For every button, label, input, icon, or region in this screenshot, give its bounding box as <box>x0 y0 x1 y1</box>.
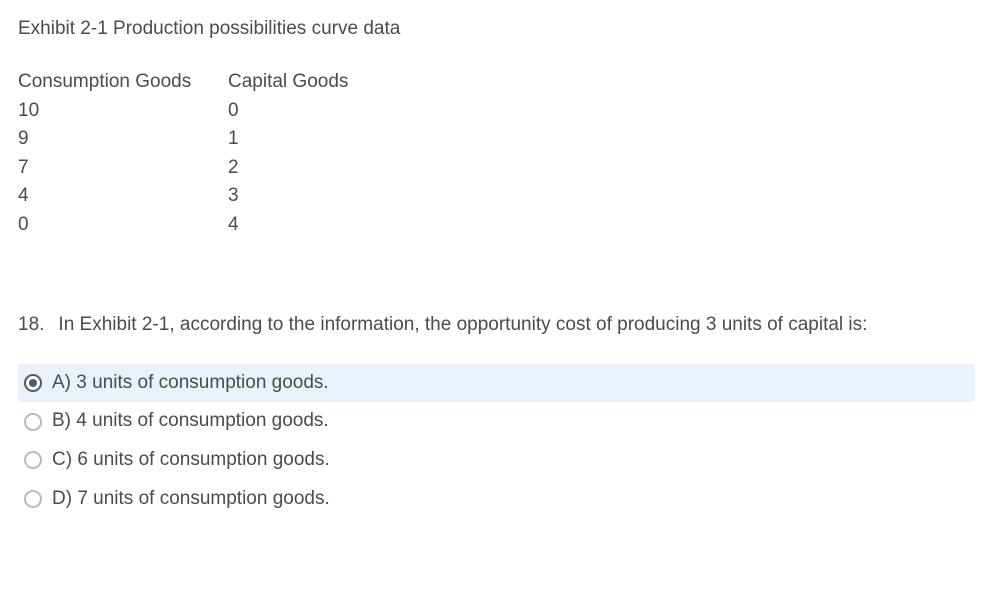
option-label: A) 3 units of consumption goods. <box>52 371 329 396</box>
cell-capital: 3 <box>228 182 368 211</box>
cell-consumption: 0 <box>18 211 228 240</box>
cell-consumption: 10 <box>18 97 228 126</box>
option-c[interactable]: C) 6 units of consumption goods. <box>18 441 975 480</box>
table-row: 0 4 <box>18 211 368 240</box>
table-row: 9 1 <box>18 125 368 154</box>
exhibit-title: Exhibit 2-1 Production possibilities cur… <box>18 18 975 40</box>
col-header-capital: Capital Goods <box>228 68 368 97</box>
question-text: In Exhibit 2-1, according to the informa… <box>58 314 867 335</box>
question-number: 18. <box>18 314 58 335</box>
question-page: Exhibit 2-1 Production possibilities cur… <box>0 0 993 518</box>
cell-consumption: 7 <box>18 154 228 183</box>
col-header-consumption: Consumption Goods <box>18 68 228 97</box>
options-list: A) 3 units of consumption goods. B) 4 un… <box>18 364 975 519</box>
cell-consumption: 4 <box>18 182 228 211</box>
option-label: D) 7 units of consumption goods. <box>52 487 330 512</box>
ppc-table: Consumption Goods Capital Goods 10 0 9 1… <box>18 68 368 239</box>
cell-capital: 0 <box>228 97 368 126</box>
cell-capital: 1 <box>228 125 368 154</box>
table-header-row: Consumption Goods Capital Goods <box>18 68 368 97</box>
radio-icon <box>24 374 42 392</box>
table-row: 10 0 <box>18 97 368 126</box>
cell-capital: 4 <box>228 211 368 240</box>
question-stem: 18.In Exhibit 2-1, according to the info… <box>18 311 975 340</box>
option-a[interactable]: A) 3 units of consumption goods. <box>18 364 975 403</box>
table-row: 7 2 <box>18 154 368 183</box>
option-d[interactable]: D) 7 units of consumption goods. <box>18 480 975 519</box>
option-b[interactable]: B) 4 units of consumption goods. <box>18 402 975 441</box>
radio-icon <box>24 490 42 508</box>
radio-icon <box>24 413 42 431</box>
option-label: C) 6 units of consumption goods. <box>52 448 330 473</box>
cell-consumption: 9 <box>18 125 228 154</box>
radio-icon <box>24 451 42 469</box>
option-label: B) 4 units of consumption goods. <box>52 409 329 434</box>
cell-capital: 2 <box>228 154 368 183</box>
table-row: 4 3 <box>18 182 368 211</box>
